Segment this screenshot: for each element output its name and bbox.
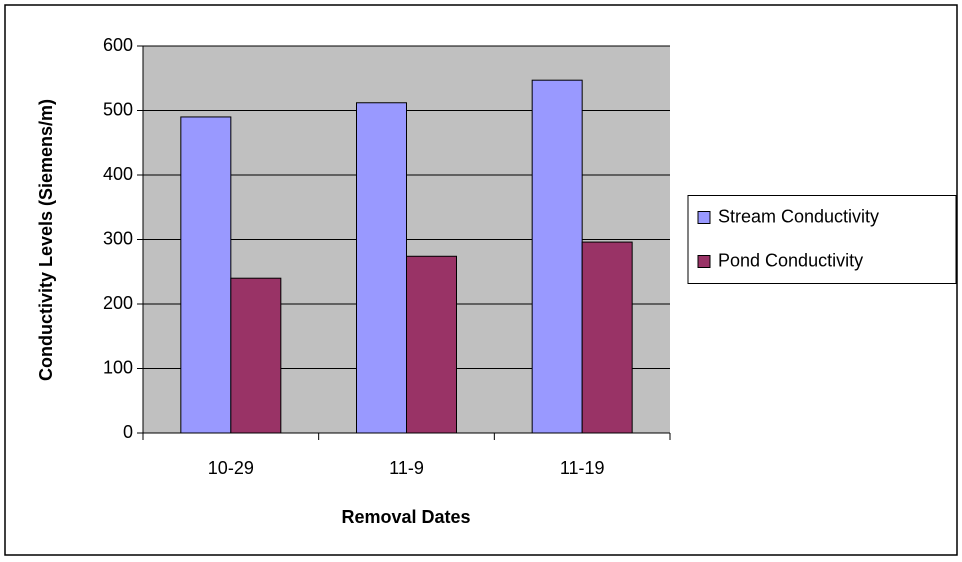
bar <box>406 255 457 434</box>
y-tick-label: 300 <box>103 228 133 248</box>
legend-box <box>687 195 957 284</box>
x-tick-label: 10-29 <box>208 458 254 478</box>
legend-label: Stream Conductivity <box>718 206 879 226</box>
legend-label: Pond Conductivity <box>718 250 863 270</box>
y-tick-label: 600 <box>103 35 133 55</box>
x-tick-label: 11-19 <box>560 458 605 478</box>
legend-swatch <box>697 255 711 268</box>
bar <box>180 116 232 434</box>
x-tick-label: 11-9 <box>389 458 424 478</box>
y-tick-label: 0 <box>123 422 133 442</box>
y-axis-title: Conductivity Levels (Siemens/m) <box>36 99 56 381</box>
y-tick-label: 100 <box>103 357 133 377</box>
bar <box>581 241 633 434</box>
bar <box>356 102 407 434</box>
y-tick-label: 500 <box>103 99 133 119</box>
x-axis-title: Removal Dates <box>341 507 470 527</box>
y-tick-label: 400 <box>103 164 133 184</box>
bar <box>531 79 583 434</box>
legend-swatch <box>697 211 711 224</box>
y-tick-label: 200 <box>103 293 133 313</box>
bar <box>230 277 282 434</box>
